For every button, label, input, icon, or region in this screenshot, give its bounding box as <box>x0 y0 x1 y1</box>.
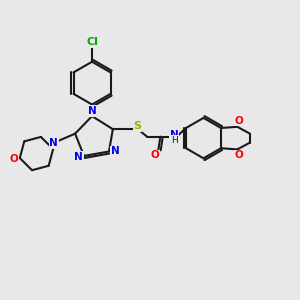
Text: N: N <box>111 146 119 157</box>
Text: S: S <box>133 121 141 131</box>
Text: N: N <box>74 152 83 161</box>
Text: O: O <box>234 150 243 160</box>
Text: N: N <box>170 130 179 140</box>
Text: O: O <box>151 150 160 160</box>
Text: Cl: Cl <box>86 38 98 47</box>
Text: N: N <box>49 138 58 148</box>
Text: O: O <box>10 154 18 164</box>
Text: O: O <box>234 116 243 126</box>
Text: H: H <box>171 136 178 145</box>
Text: N: N <box>88 106 96 116</box>
